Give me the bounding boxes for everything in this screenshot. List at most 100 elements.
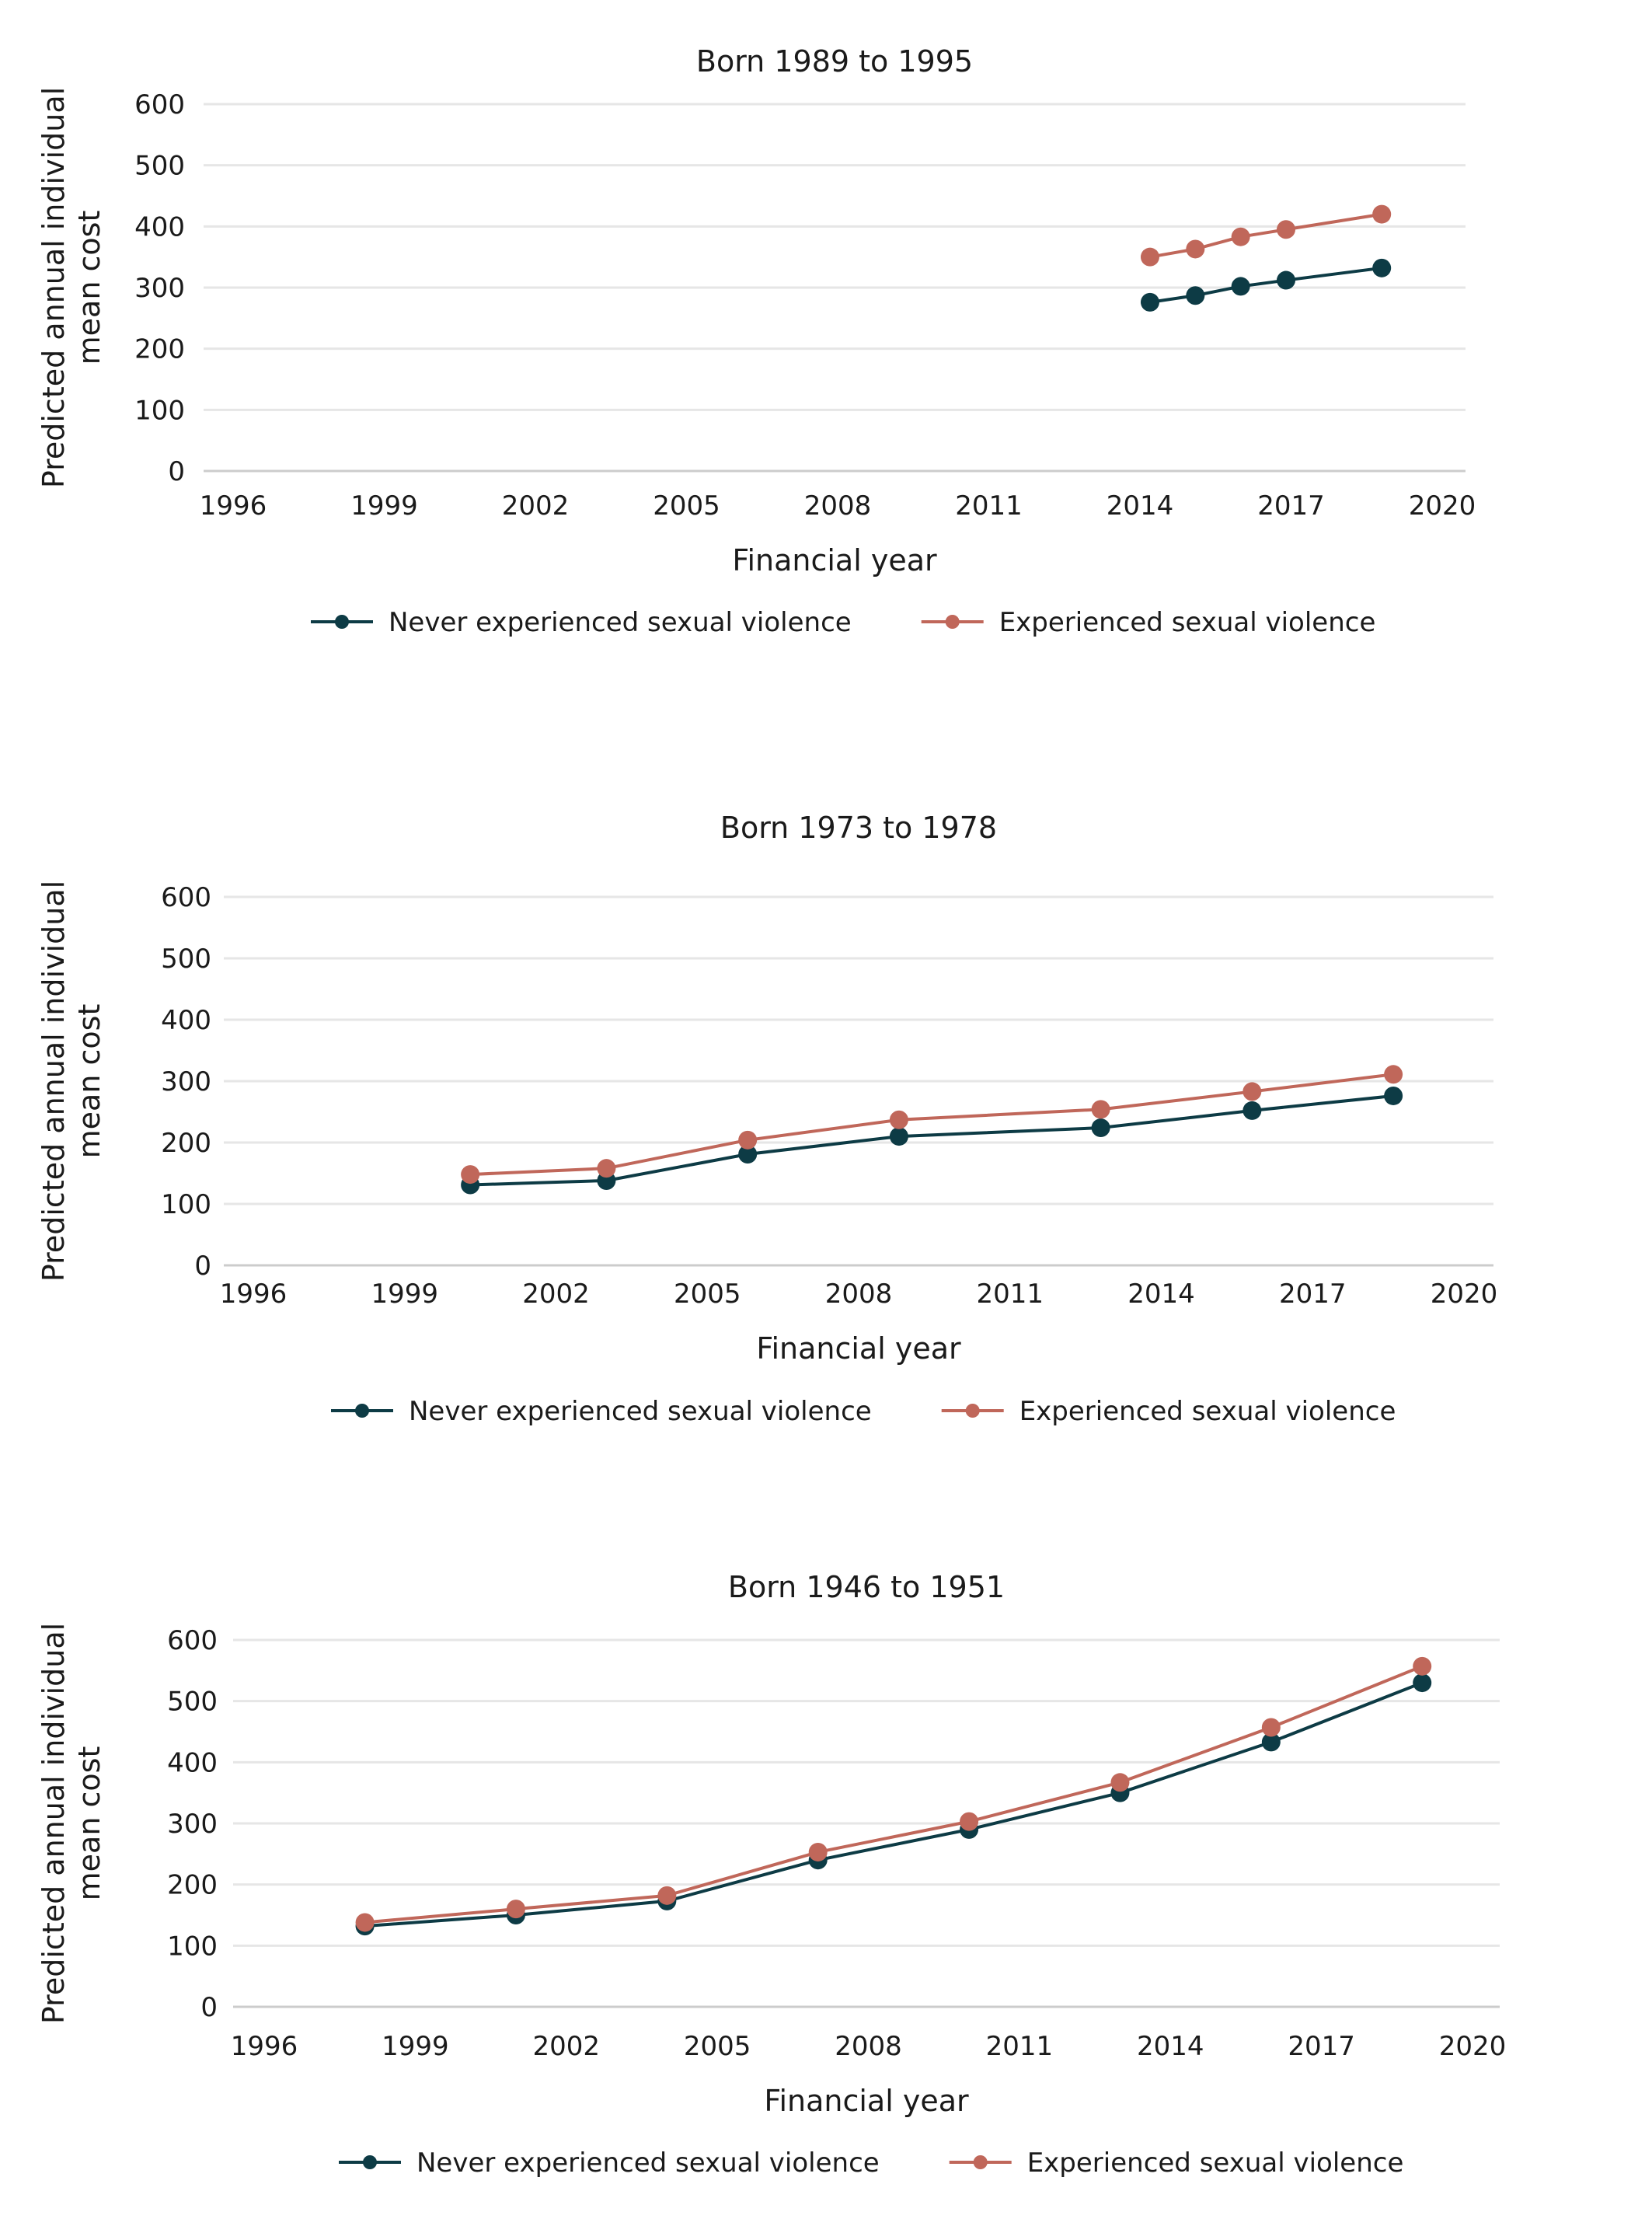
data-point-experienced xyxy=(1413,1656,1432,1676)
legend-marker-never xyxy=(355,1404,369,1418)
x-tick-label: 1999 xyxy=(350,490,418,522)
x-tick-label: 1996 xyxy=(200,490,267,522)
y-tick-label: 600 xyxy=(167,1625,218,1656)
x-tick-label: 2014 xyxy=(1127,1279,1195,1310)
data-point-never xyxy=(1140,292,1159,312)
series-line-never xyxy=(1149,266,1382,304)
legend-item-experienced: Experienced sexual violence xyxy=(921,607,1376,638)
y-tick-label: 200 xyxy=(134,334,185,365)
x-tick-label: 2002 xyxy=(502,490,570,522)
chart-title: Born 1989 to 1995 xyxy=(696,44,973,79)
y-tick-label: 0 xyxy=(194,1251,211,1282)
data-point-experienced xyxy=(1372,204,1392,224)
legend-item-never: Never experienced sexual violence xyxy=(311,607,852,638)
y-tick-label: 100 xyxy=(134,395,185,426)
data-point-never xyxy=(1261,1732,1281,1752)
legend-item-never: Never experienced sexual violence xyxy=(331,1396,872,1427)
legend-label: Experienced sexual violence xyxy=(999,607,1376,638)
x-tick-label: 2008 xyxy=(804,490,872,522)
chart-panel-2: Born 1973 to 1978 0 100 200 300 400 500 600 1996… xyxy=(37,811,1497,1427)
data-point-experienced xyxy=(1091,1100,1110,1119)
legend-marker-experienced xyxy=(945,615,960,629)
x-tick-label: 2002 xyxy=(532,2031,600,2062)
y-tick-label: 400 xyxy=(134,211,185,242)
y-tick-label: 300 xyxy=(161,1066,211,1097)
data-point-experienced xyxy=(1140,247,1159,267)
legend-label: Never experienced sexual violence xyxy=(416,2147,880,2179)
data-point-experienced xyxy=(1261,1718,1281,1737)
x-tick-label: 2011 xyxy=(955,490,1023,522)
legend-label: Never experienced sexual violence xyxy=(409,1396,872,1427)
data-point-never xyxy=(738,1145,758,1164)
series-line-never xyxy=(364,1681,1423,1928)
data-point-experienced xyxy=(1384,1065,1403,1084)
legend-marker-never xyxy=(335,615,349,629)
data-point-experienced xyxy=(657,1886,677,1905)
x-tick-label: 2020 xyxy=(1439,2031,1507,2062)
legend-marker-never xyxy=(363,2155,377,2169)
y-tick-label: 500 xyxy=(167,1687,218,1718)
y-axis-label-line: Predicted annual individual xyxy=(37,87,71,488)
x-tick-label: 2020 xyxy=(1431,1279,1498,1310)
y-tick-label: 600 xyxy=(161,882,211,913)
legend-label: Never experienced sexual violence xyxy=(389,607,852,638)
x-axis-label: Financial year xyxy=(756,1331,961,1366)
chart-panel-3: Born 1946 to 1951 0 100 200 300 400 500 600 1996… xyxy=(37,1570,1506,2179)
y-tick-label: 600 xyxy=(134,89,185,120)
data-point-experienced xyxy=(461,1165,480,1185)
data-point-never xyxy=(1384,1086,1403,1105)
x-tick-label: 2002 xyxy=(522,1279,590,1310)
x-tick-label: 1999 xyxy=(371,1279,438,1310)
x-axis-label: Financial year xyxy=(764,2084,969,2118)
y-tick-label: 500 xyxy=(161,944,211,975)
data-point-never xyxy=(1231,277,1250,296)
x-tick-label: 2014 xyxy=(1137,2031,1204,2062)
x-tick-label: 2017 xyxy=(1288,2031,1355,2062)
data-point-never xyxy=(1277,270,1296,290)
series-line-experienced xyxy=(364,1664,1423,1924)
data-point-experienced xyxy=(1231,227,1250,246)
x-axis-label: Financial year xyxy=(732,543,937,577)
data-point-experienced xyxy=(808,1842,828,1861)
data-point-never xyxy=(1186,286,1205,305)
legend-marker-experienced xyxy=(973,2155,988,2169)
x-tick-label: 2005 xyxy=(684,2031,751,2062)
legend-item-experienced: Experienced sexual violence xyxy=(941,1396,1396,1427)
y-tick-label: 200 xyxy=(167,1870,218,1901)
x-tick-label: 2005 xyxy=(653,490,720,522)
data-point-experienced xyxy=(1110,1773,1130,1792)
x-tick-label: 2017 xyxy=(1279,1279,1347,1310)
y-axis-label-line: mean cost xyxy=(72,1746,106,1901)
x-tick-label: 2005 xyxy=(674,1279,741,1310)
series-line-experienced xyxy=(1149,212,1382,259)
data-point-experienced xyxy=(1186,239,1205,259)
y-tick-label: 0 xyxy=(200,1992,218,2023)
y-tick-label: 400 xyxy=(161,1005,211,1036)
x-tick-label: 2020 xyxy=(1409,490,1476,522)
y-axis-label-line: mean cost xyxy=(72,1004,106,1159)
data-point-never xyxy=(1242,1101,1262,1120)
chart-title: Born 1973 to 1978 xyxy=(720,811,997,845)
data-point-experienced xyxy=(960,1812,979,1831)
x-tick-label: 1999 xyxy=(382,2031,449,2062)
x-tick-label: 2014 xyxy=(1107,490,1174,522)
data-point-experienced xyxy=(506,1900,525,1919)
data-point-experienced xyxy=(1242,1082,1262,1101)
y-tick-label: 0 xyxy=(168,456,185,487)
data-point-experienced xyxy=(889,1110,908,1129)
x-tick-label: 2017 xyxy=(1257,490,1325,522)
y-axis-label: Predicted annual individualmean cost xyxy=(37,881,106,1282)
y-tick-label: 100 xyxy=(161,1189,211,1220)
y-axis-label: Predicted annual individualmean cost xyxy=(37,87,106,488)
x-tick-label: 2011 xyxy=(986,2031,1054,2062)
x-tick-label: 2011 xyxy=(976,1279,1044,1310)
data-point-never xyxy=(1091,1118,1110,1138)
y-tick-label: 500 xyxy=(134,151,185,182)
y-tick-label: 100 xyxy=(167,1931,218,1962)
x-tick-label: 1996 xyxy=(231,2031,298,2062)
y-tick-label: 300 xyxy=(134,273,185,304)
x-tick-label: 2008 xyxy=(825,1279,893,1310)
data-point-never xyxy=(1372,258,1392,277)
legend-label: Experienced sexual violence xyxy=(1027,2147,1404,2179)
